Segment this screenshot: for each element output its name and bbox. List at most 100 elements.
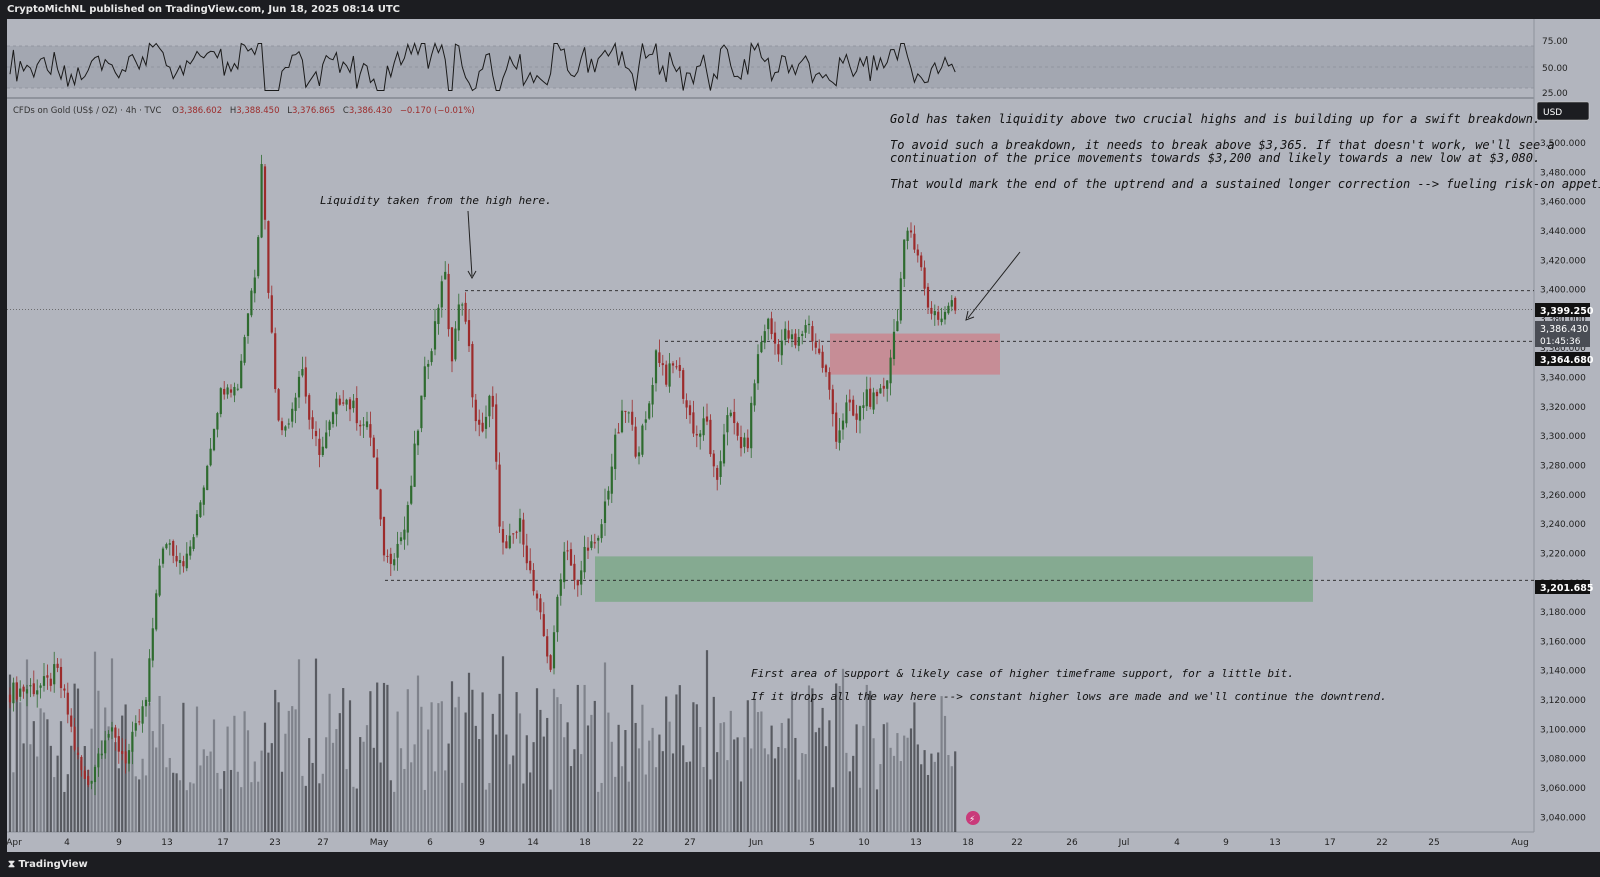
price-axis[interactable] [1534, 19, 1600, 852]
volume-bar [824, 746, 828, 832]
candle-body [818, 348, 821, 354]
volume-bar [685, 762, 688, 832]
volume-bar [212, 719, 216, 832]
time-axis[interactable] [7, 832, 1534, 852]
volume-bar [250, 782, 253, 832]
volume-bar [937, 752, 940, 832]
candle-body [325, 432, 328, 449]
volume-bar [522, 783, 525, 832]
volume-bar [858, 787, 862, 832]
currency-badge[interactable] [1536, 101, 1590, 121]
y-tick-label: 3,360.000 [1540, 344, 1586, 354]
svg-text:3,399.250: 3,399.250 [1540, 306, 1594, 317]
tradingview-logo[interactable]: ⧗ TradingView [8, 859, 88, 870]
candle-body [240, 360, 243, 389]
candle-body [311, 417, 314, 429]
volume-bar [338, 713, 341, 832]
candle-body [212, 428, 216, 451]
volume-bar [780, 722, 783, 832]
volume-bar [19, 702, 22, 832]
candle-body [811, 326, 814, 342]
candle-body [223, 388, 226, 395]
candle-body [345, 399, 348, 405]
candle-body [950, 300, 953, 307]
volume-bar [257, 781, 260, 832]
candle-body [831, 389, 834, 415]
candle-body [328, 421, 331, 430]
candle-body [763, 331, 766, 343]
candle-body [158, 565, 161, 596]
candle-body [131, 731, 134, 752]
candle-body [651, 384, 654, 405]
candle-body [726, 415, 729, 433]
x-tick-label: 6 [427, 838, 433, 848]
volume-bar [654, 767, 658, 832]
candle-body [722, 434, 726, 464]
candle-body [297, 376, 301, 398]
volume-bar [433, 771, 437, 832]
x-tick-label: 13 [910, 838, 921, 848]
volume-bar [607, 712, 610, 832]
candle-body [580, 570, 583, 585]
candle-body [780, 340, 783, 356]
volume-bar [760, 711, 763, 832]
volume-bar [947, 755, 950, 832]
volume-bar [110, 658, 114, 832]
candle-body [216, 413, 219, 430]
candle-body [430, 351, 433, 363]
candle-body [481, 422, 484, 432]
volume-bar [736, 737, 739, 832]
flash-icon[interactable] [966, 811, 980, 825]
volume-bar [36, 756, 39, 832]
x-tick-label: 9 [1223, 838, 1229, 848]
resistance-zone[interactable] [830, 333, 1000, 375]
volume-bar [495, 734, 498, 832]
candle-body [185, 553, 188, 569]
candle-body [838, 430, 841, 443]
volume-bar [87, 769, 90, 832]
volume-bar [923, 750, 926, 832]
volume-bar [549, 789, 552, 832]
volume-bar [804, 754, 807, 832]
volume-bar [399, 748, 403, 832]
candle-body [648, 403, 651, 419]
candle-body [379, 489, 382, 520]
volume-bar [886, 722, 889, 832]
candle-body [624, 410, 627, 412]
volume-bar [518, 713, 522, 832]
candle-body [668, 363, 671, 387]
volume-bar [386, 684, 389, 832]
volume-bar [416, 675, 420, 832]
volume-bar [63, 791, 66, 832]
volume-bar [100, 740, 103, 832]
volume-bar [559, 703, 562, 832]
volume-bar [712, 696, 715, 832]
volume-bar [233, 715, 236, 832]
volume-bar [916, 744, 919, 832]
volume-bar [80, 760, 83, 832]
volume-bar [773, 758, 777, 832]
candle-body [889, 357, 892, 384]
volume-bar [134, 776, 137, 832]
candle-body [440, 281, 443, 308]
volume-bar [39, 708, 42, 832]
y-tick-label: 3,500.000 [1540, 139, 1586, 149]
volume-bar [593, 700, 596, 832]
candle-body [695, 433, 698, 436]
y-tick-label: 3,260.000 [1540, 491, 1586, 501]
candle-body [138, 721, 141, 723]
candle-body [90, 780, 93, 784]
volume-bar [32, 721, 35, 832]
volume-bar [648, 740, 651, 832]
candle-body [467, 320, 471, 347]
candle-body [110, 727, 114, 732]
volume-bar [532, 742, 535, 832]
candle-body [182, 561, 185, 567]
support-zone[interactable] [595, 556, 1313, 602]
volume-bar [59, 721, 63, 832]
volume-bar [70, 745, 73, 832]
candle-body [930, 307, 933, 314]
candle-body [909, 230, 913, 233]
volume-bar [913, 702, 916, 832]
